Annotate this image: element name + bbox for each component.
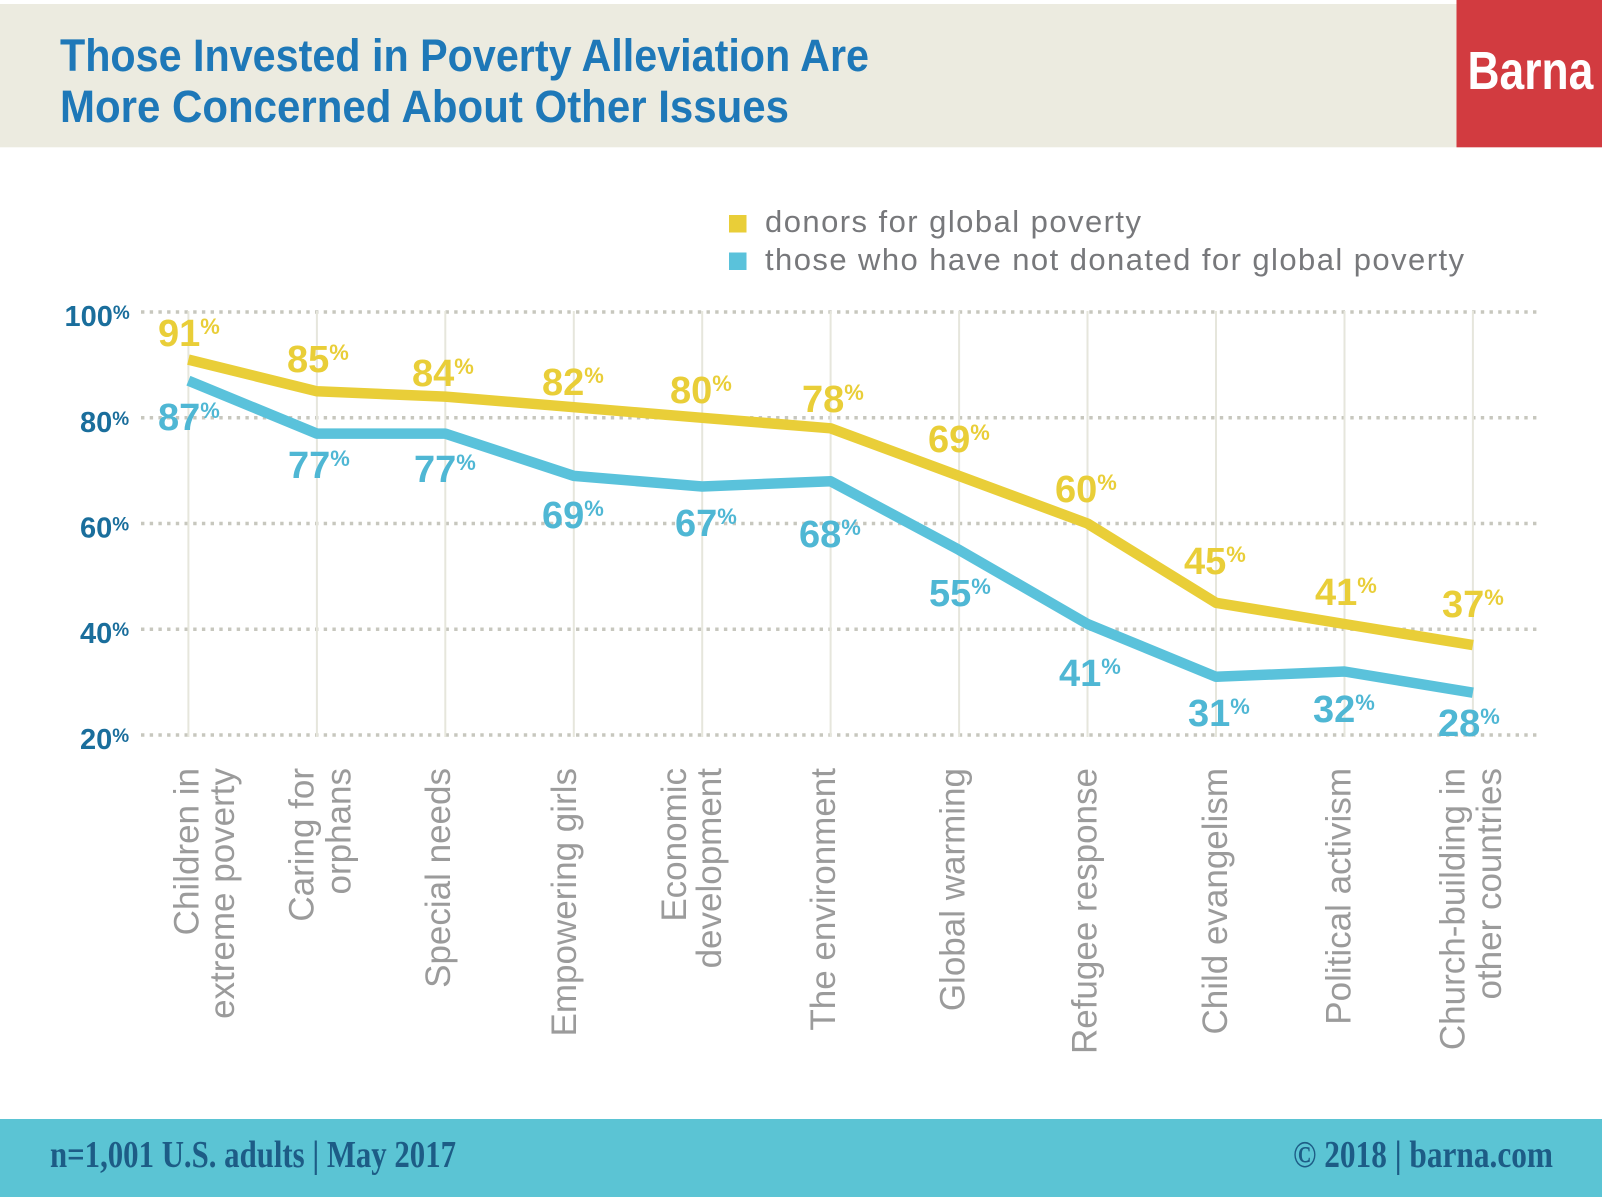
svg-text:extreme poverty: extreme poverty xyxy=(203,768,242,1019)
svg-text:Political activism: Political activism xyxy=(1319,768,1358,1025)
svg-text:© 2018 | barna.com: © 2018 | barna.com xyxy=(1293,1134,1553,1176)
svg-text:development: development xyxy=(690,768,729,969)
svg-text:donors for global poverty: donors for global poverty xyxy=(765,204,1142,239)
svg-text:orphans: orphans xyxy=(320,768,359,894)
svg-text:Empowering girls: Empowering girls xyxy=(545,768,584,1036)
svg-text:Refugee response: Refugee response xyxy=(1066,768,1105,1054)
svg-text:Children in: Children in xyxy=(167,768,206,935)
svg-text:Caring for: Caring for xyxy=(283,768,322,922)
svg-text:More Concerned About Other Iss: More Concerned About Other Issues xyxy=(60,81,789,132)
svg-text:those who have not donated for: those who have not donated for global po… xyxy=(765,242,1465,277)
svg-text:Child evangelism: Child evangelism xyxy=(1196,768,1235,1035)
svg-text:Barna: Barna xyxy=(1468,41,1595,101)
svg-text:The environment: The environment xyxy=(804,768,843,1031)
svg-text:Church-building in: Church-building in xyxy=(1434,768,1473,1050)
svg-text:Economic: Economic xyxy=(655,768,694,922)
svg-text:Global warming: Global warming xyxy=(933,768,972,1011)
svg-text:Special needs: Special needs xyxy=(419,768,458,988)
svg-text:Those Invested in Poverty Alle: Those Invested in Poverty Alleviation Ar… xyxy=(60,30,869,81)
svg-text:other countries: other countries xyxy=(1470,768,1509,1000)
svg-text:n=1,001 U.S. adults | May 2017: n=1,001 U.S. adults | May 2017 xyxy=(50,1134,456,1176)
